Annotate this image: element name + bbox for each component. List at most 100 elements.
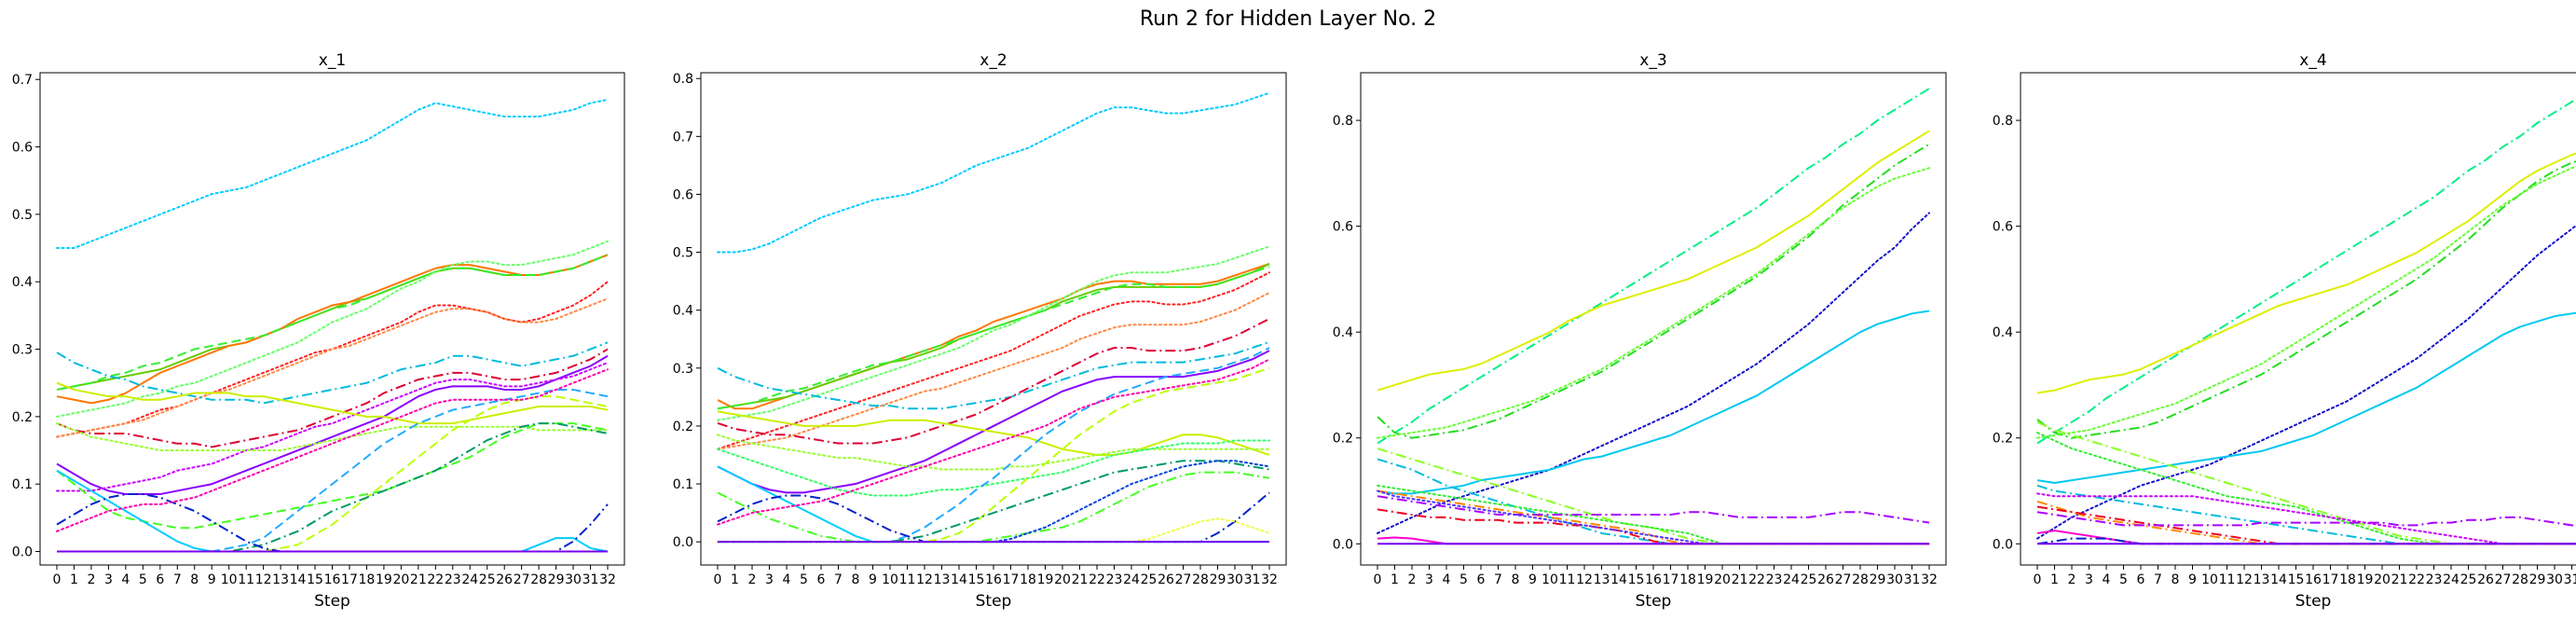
plot-frame <box>2020 72 2576 566</box>
series-line-14 <box>57 388 609 553</box>
x-tick-label: 20 <box>1714 572 1731 587</box>
series-line-4 <box>2036 165 2576 439</box>
y-tick-label: 0.2 <box>673 420 693 434</box>
series-line-5 <box>2036 224 2576 540</box>
x-tick-label: 32 <box>1921 572 1938 587</box>
x-tick-label: 28 <box>2512 572 2528 587</box>
x-tick-label: 23 <box>1106 572 1123 587</box>
series-line-5 <box>717 245 1270 421</box>
x-tick-label: 21 <box>410 572 427 587</box>
panel-4: x_40.00.20.40.60.80 1 2 3 4 5 6 7 8 9 10 11 12 13 14 15… <box>1993 51 2576 611</box>
x-tick-label: 25 <box>1141 572 1158 587</box>
x-tick-label: 17 <box>1663 572 1679 587</box>
series-line-9 <box>56 348 609 448</box>
series-group <box>56 98 609 553</box>
x-tick-label: 15 <box>307 572 323 587</box>
panel-title: x_1 <box>319 51 346 70</box>
series-line-19 <box>56 493 609 553</box>
series-line-7 <box>56 297 609 438</box>
series-line-10 <box>56 354 609 496</box>
x-tick-label: 19 <box>376 572 392 587</box>
y-tick-label: 0.0 <box>673 535 693 550</box>
y-tick-label: 0.0 <box>1993 537 2013 552</box>
y-tick-label: 0.4 <box>12 275 33 290</box>
series-line-13 <box>717 439 1270 497</box>
y-tick-label: 0.4 <box>1993 325 2013 340</box>
x-tick-label: 22 <box>1748 572 1765 587</box>
x-tick-label: 7 <box>173 572 182 587</box>
y-tick-label: 0.7 <box>12 73 33 88</box>
x-tick-label: 20 <box>392 572 409 587</box>
series-line-11 <box>56 362 609 492</box>
series-line-7 <box>717 292 1270 450</box>
x-tick-label: 12 <box>1576 572 1593 587</box>
x-tick-label: 9 <box>2188 572 2197 587</box>
series-line-19 <box>717 491 1270 544</box>
series-line-9 <box>1377 484 1930 545</box>
series-line-3 <box>717 263 1270 410</box>
y-tick-label: 0.6 <box>673 187 693 202</box>
y-tick-label: 0.4 <box>673 304 693 319</box>
y-tick-label: 0.2 <box>1333 432 1353 447</box>
x-tick-label: 2 <box>1408 572 1417 587</box>
series-line-4 <box>1377 167 1930 439</box>
x-axis-label: Step <box>2295 592 2332 611</box>
x-tick-label: 5 <box>800 572 808 587</box>
series-line-8 <box>717 340 1270 410</box>
series-line-2 <box>1377 130 1930 392</box>
x-tick-label: 29 <box>2529 572 2546 587</box>
series-line-4 <box>717 266 1270 410</box>
x-tick-label: 9 <box>1528 572 1537 587</box>
x-tick-label: 7 <box>1494 572 1502 587</box>
series-line-6 <box>717 271 1270 450</box>
x-tick-label: 31 <box>582 572 599 587</box>
x-tick-label: 11 <box>2219 572 2236 587</box>
x-tick-label: 18 <box>359 572 376 587</box>
panel-title: x_2 <box>980 51 1007 70</box>
series-group <box>2036 99 2576 545</box>
x-tick-label: 19 <box>1697 572 1714 587</box>
y-tick-label: 0.3 <box>673 362 693 377</box>
x-tick-label: 0 <box>2034 572 2042 587</box>
series-line-8 <box>56 341 609 405</box>
series-line-20 <box>717 358 1270 526</box>
x-tick-label: 17 <box>341 572 358 587</box>
series-group <box>1377 88 1930 545</box>
x-tick-label: 2 <box>87 572 95 587</box>
series-line-10 <box>717 350 1270 494</box>
x-tick-label: 3 <box>2085 572 2093 587</box>
y-tick-label: 0.1 <box>673 477 693 492</box>
x-tick-label: 5 <box>1459 572 1468 587</box>
x-tick-label: 5 <box>2119 572 2128 587</box>
x-tick-label: 3 <box>104 572 113 587</box>
x-tick-label: 27 <box>2495 572 2512 587</box>
x-tick-label: 8 <box>190 572 199 587</box>
x-tick-label: 31 <box>1904 572 1921 587</box>
x-tick-label: 13 <box>934 572 951 587</box>
x-tick-label: 32 <box>599 572 616 587</box>
x-tick-label: 14 <box>290 572 307 587</box>
x-tick-label: 10 <box>221 572 238 587</box>
x-tick-label: 18 <box>1679 572 1696 587</box>
x-tick-label: 13 <box>272 572 289 587</box>
x-tick-label: 19 <box>2357 572 2374 587</box>
series-line-2 <box>2036 152 2576 394</box>
x-tick-label: 15 <box>2288 572 2305 587</box>
x-tick-label: 15 <box>968 572 985 587</box>
x-tick-label: 0 <box>714 572 722 587</box>
x-tick-label: 28 <box>1852 572 1869 587</box>
x-tick-label: 1 <box>1391 572 1399 587</box>
x-tick-label: 28 <box>530 572 547 587</box>
x-tick-label: 24 <box>1123 572 1140 587</box>
x-tick-label: 21 <box>2391 572 2408 587</box>
x-tick-label: 0 <box>1374 572 1382 587</box>
x-tick-label: 22 <box>2408 572 2425 587</box>
series-line-3 <box>56 254 609 405</box>
y-tick-label: 0.8 <box>673 72 693 87</box>
figure-title: Run 2 for Hidden Layer No. 2 <box>1140 7 1436 31</box>
x-tick-label: 0 <box>53 572 62 587</box>
x-tick-label: 23 <box>2426 572 2443 587</box>
x-tick-label: 7 <box>834 572 843 587</box>
x-tick-label: 13 <box>2254 572 2270 587</box>
series-line-5 <box>1377 212 1930 534</box>
